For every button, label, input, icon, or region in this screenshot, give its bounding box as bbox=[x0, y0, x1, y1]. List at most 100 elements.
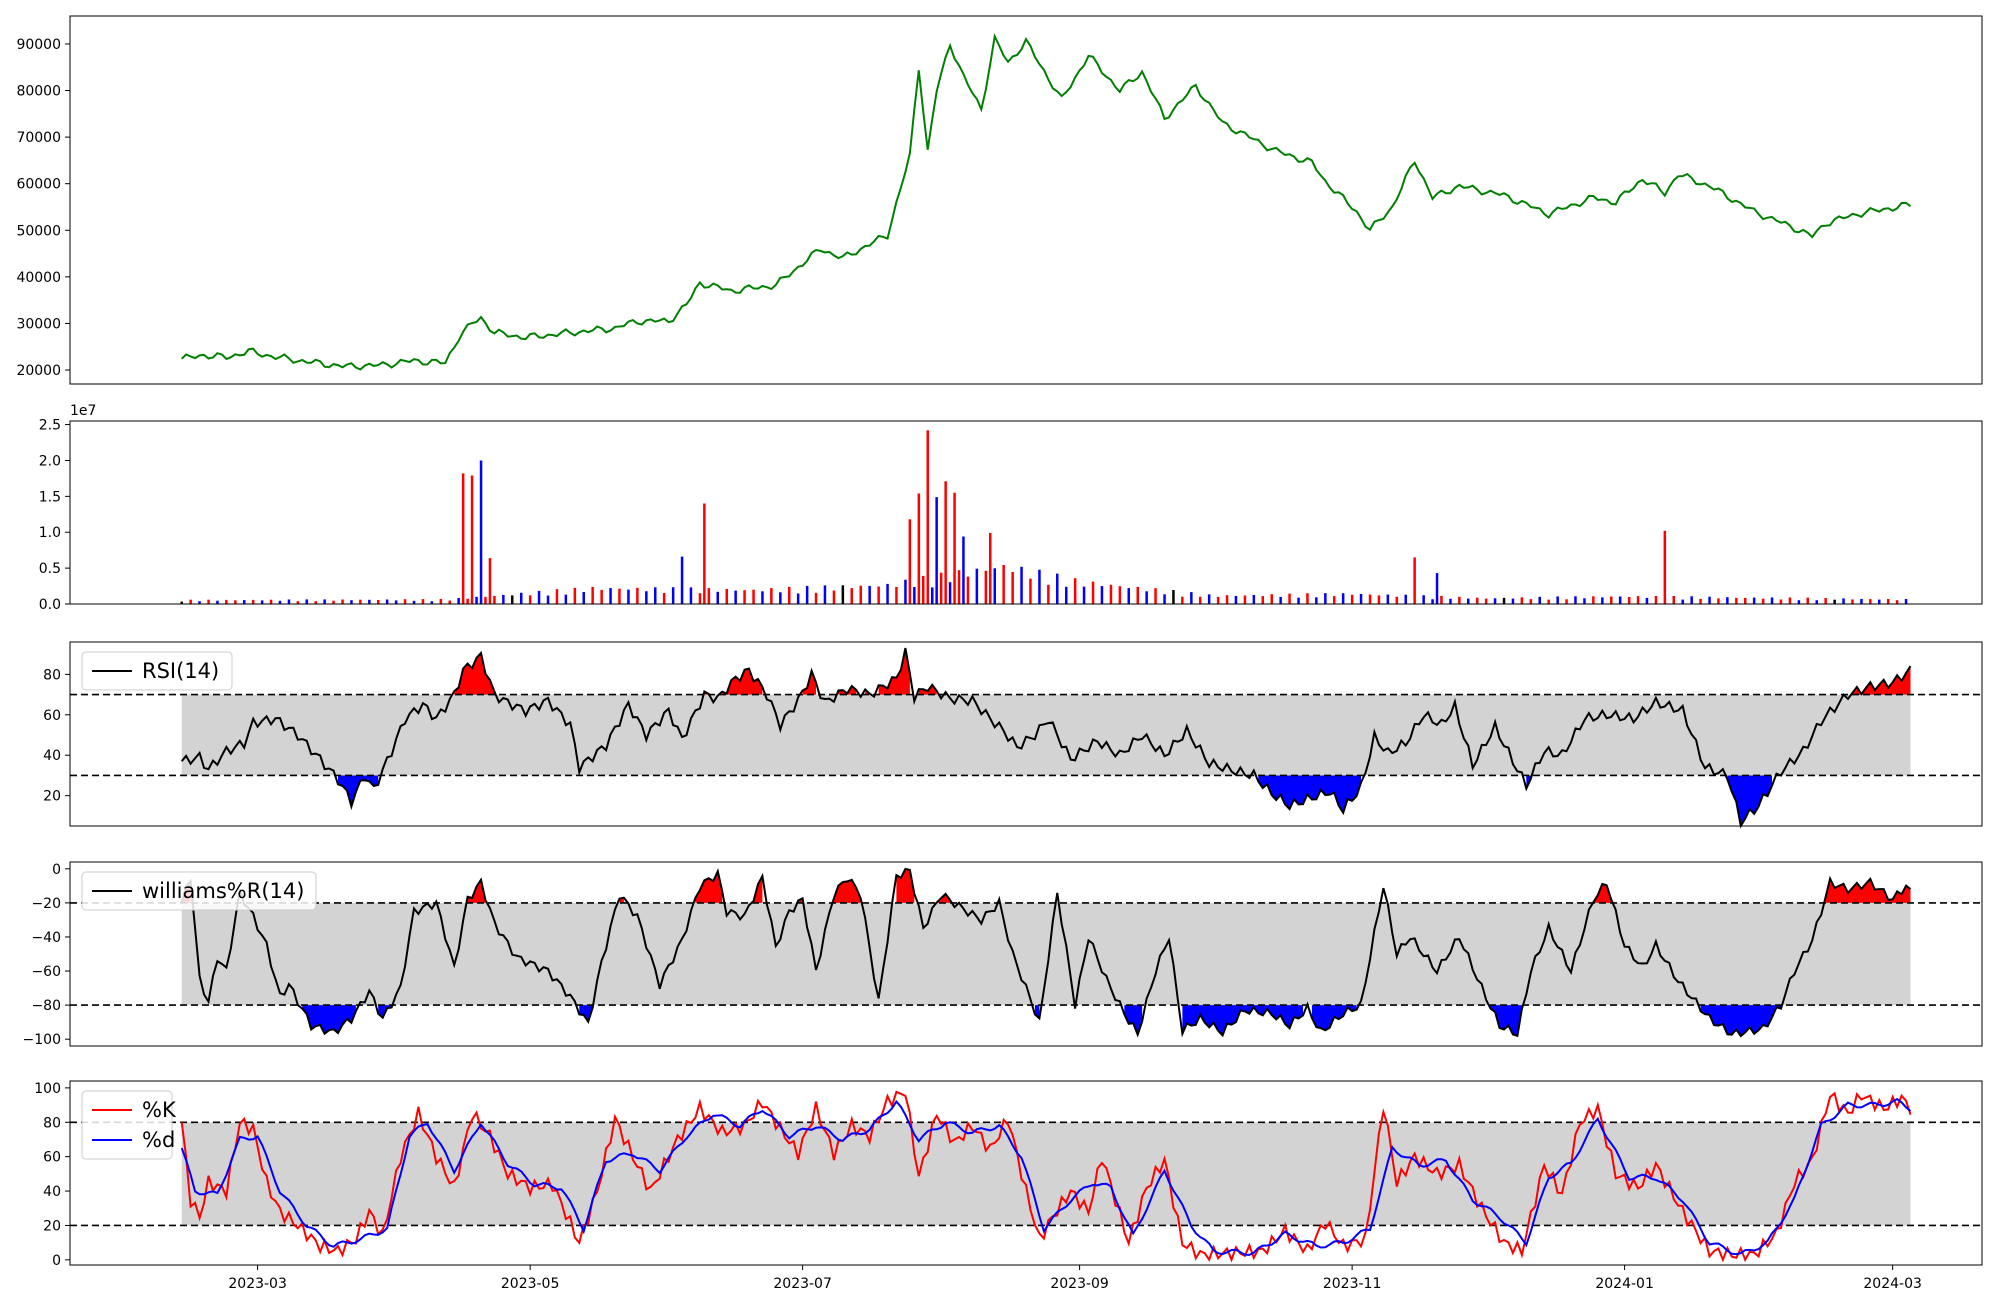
volume-bar bbox=[962, 536, 965, 604]
volume-bar bbox=[461, 473, 465, 604]
volume-bar bbox=[1368, 594, 1372, 604]
volume-bar bbox=[814, 592, 818, 604]
volume-bar bbox=[868, 585, 871, 604]
volume-bar bbox=[225, 599, 228, 604]
volume-bar bbox=[537, 590, 541, 604]
volume-bar bbox=[359, 599, 362, 604]
volume-bar bbox=[1529, 599, 1533, 604]
volume-bar bbox=[1556, 596, 1559, 604]
volume-bar bbox=[1440, 595, 1443, 604]
volume-bar bbox=[341, 599, 344, 604]
volume-bar bbox=[944, 481, 947, 604]
volume-bar bbox=[591, 586, 594, 604]
volume-bar bbox=[966, 576, 970, 604]
volume-bar bbox=[1770, 597, 1774, 604]
volume-bar bbox=[859, 585, 862, 604]
volume-bar bbox=[1011, 572, 1014, 604]
rsi-neutral-band bbox=[181, 694, 1911, 776]
volume-bar bbox=[823, 585, 827, 604]
volume-bar bbox=[993, 568, 996, 604]
volume-bar bbox=[1699, 598, 1702, 604]
volume-bar bbox=[953, 492, 956, 604]
volume-bar bbox=[1726, 597, 1729, 604]
volume-bar bbox=[403, 599, 407, 604]
volume-bar bbox=[1029, 578, 1032, 604]
volume-bar bbox=[1038, 569, 1041, 604]
volume-bar bbox=[1610, 596, 1613, 604]
volume-bar bbox=[502, 594, 505, 604]
x-tick-label: 2023-11 bbox=[1323, 1276, 1382, 1292]
volume-bar bbox=[1207, 594, 1211, 604]
rsi-overbought-fill bbox=[454, 653, 495, 695]
volume-bar bbox=[251, 599, 255, 604]
rsi-overbought-fill bbox=[918, 684, 937, 695]
volume-bar bbox=[493, 595, 496, 604]
volume-bar bbox=[1404, 594, 1407, 604]
williams-legend-box bbox=[81, 871, 317, 911]
volume-bar bbox=[457, 598, 460, 604]
volume-bar bbox=[528, 595, 532, 604]
williams-overbought-fill bbox=[896, 868, 915, 903]
volume-bar bbox=[1547, 599, 1550, 604]
williams-line bbox=[180, 867, 1912, 1038]
volume-bar bbox=[1601, 597, 1604, 604]
williams-oversold-fill bbox=[1182, 1005, 1303, 1036]
volume-bar bbox=[323, 599, 326, 604]
williams-ytick-label: −80 bbox=[31, 998, 61, 1014]
volume-bar bbox=[269, 599, 273, 604]
volume-bar bbox=[1574, 596, 1577, 604]
rsi-ytick-label: 20 bbox=[43, 789, 61, 805]
volume-bar bbox=[430, 601, 434, 604]
stochastic-ytick-label: 60 bbox=[43, 1150, 61, 1166]
volume-bar bbox=[779, 592, 782, 604]
volume-bar bbox=[796, 593, 800, 604]
volume-bar bbox=[1395, 596, 1399, 604]
stochastic-frame bbox=[69, 1080, 1983, 1266]
volume-bar bbox=[1815, 600, 1818, 604]
volume-bar bbox=[394, 600, 398, 604]
volume-bar bbox=[703, 503, 706, 604]
volume-bar bbox=[243, 600, 246, 604]
volume-bar bbox=[926, 430, 929, 604]
volume-ytick-label: 0.5 bbox=[39, 561, 61, 577]
stochastic-ytick-label: 100 bbox=[34, 1081, 61, 1097]
volume-bar bbox=[725, 589, 728, 604]
volume-ytick-label: 1.5 bbox=[39, 489, 61, 505]
williams-overbought-fill bbox=[1825, 878, 1911, 903]
volume-bar bbox=[627, 589, 630, 604]
volume-bar bbox=[832, 590, 836, 604]
volume-bar bbox=[1672, 596, 1675, 604]
rsi-legend-label: RSI(14) bbox=[142, 659, 219, 683]
rsi-oversold-fill bbox=[1258, 775, 1361, 813]
volume-frame bbox=[69, 420, 1983, 605]
volume-bar bbox=[287, 599, 291, 604]
volume-bar bbox=[1315, 597, 1318, 604]
williams-neutral-band bbox=[181, 902, 1911, 1006]
volume-bar bbox=[788, 586, 791, 604]
volume-ytick-label: 1.0 bbox=[39, 525, 61, 541]
volume-bar bbox=[1860, 599, 1863, 604]
volume-bar bbox=[850, 588, 853, 604]
volume-bar bbox=[1109, 584, 1113, 604]
x-tick-label: 2024-01 bbox=[1595, 1276, 1654, 1292]
volume-bar bbox=[761, 591, 764, 604]
volume-bar bbox=[1306, 593, 1309, 604]
williams-overbought-fill bbox=[467, 879, 486, 903]
volume-bar bbox=[475, 596, 478, 604]
williams-overbought-fill bbox=[695, 871, 723, 903]
volume-bar bbox=[1565, 599, 1568, 604]
rsi-ytick-label: 80 bbox=[43, 667, 61, 683]
williams-frame bbox=[69, 861, 1983, 1047]
volume-bar bbox=[1100, 586, 1104, 604]
volume-ytick-label: 2.5 bbox=[39, 418, 61, 434]
volume-bar bbox=[448, 600, 451, 604]
volume-bar bbox=[1583, 598, 1586, 604]
volume-bar bbox=[1154, 588, 1157, 604]
volume-bar bbox=[1172, 590, 1175, 604]
volume-bar bbox=[1181, 596, 1184, 604]
volume-bar bbox=[1413, 557, 1416, 604]
rsi-line bbox=[180, 647, 1912, 829]
stochastic-ytick-label: 0 bbox=[52, 1253, 61, 1269]
volume-bar bbox=[1243, 595, 1247, 604]
volume-bar bbox=[770, 588, 773, 604]
